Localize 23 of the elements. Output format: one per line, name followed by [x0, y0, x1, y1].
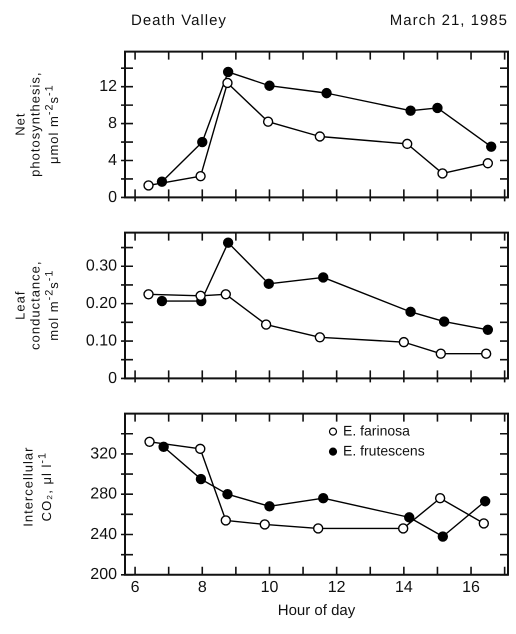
y-tick-label: 240	[90, 526, 118, 543]
x-axis-title: Hour of day	[278, 602, 356, 620]
y-tick-label: 8	[108, 114, 118, 132]
y-tick-label: 0	[108, 188, 118, 206]
y-tick-label: 0.10	[86, 332, 118, 350]
y-tick-label: 0	[108, 370, 118, 387]
y-tick-label: 280	[90, 486, 118, 503]
y-tick-label: 4	[108, 152, 118, 169]
x-tick-label: 8	[198, 578, 207, 596]
y-tick-label: 0.20	[86, 295, 118, 312]
y-tick-label: 320	[90, 445, 118, 462]
y-tick-label: 0.30	[86, 258, 118, 275]
x-tick-label: 12	[328, 578, 346, 596]
x-tick-label: 16	[462, 578, 480, 596]
x-tick-label: 14	[394, 578, 413, 596]
chart-subtitle: March 21, 1985	[390, 12, 508, 29]
chart-title: Death Valley	[131, 12, 227, 29]
x-tick-label: 10	[260, 578, 278, 596]
y-tick-label: 12	[99, 78, 118, 96]
legend-label: E. farinosa	[343, 422, 410, 438]
y-tick-label: 200	[90, 566, 118, 584]
x-tick-label: 6	[130, 578, 140, 596]
legend-label: E. frutescens	[343, 442, 425, 458]
